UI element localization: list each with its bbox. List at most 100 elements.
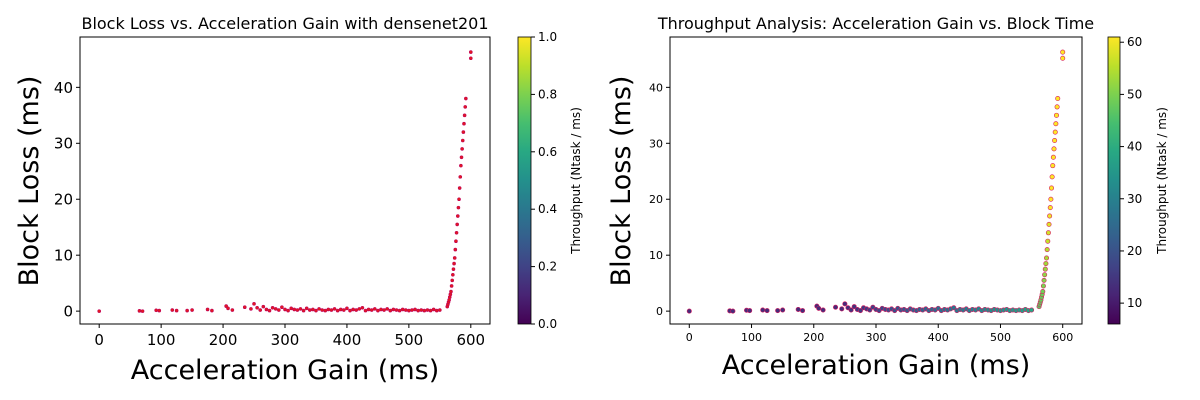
data-point (1029, 307, 1035, 313)
data-point (833, 304, 839, 310)
data-point (469, 50, 473, 54)
colorbar-tick-label: 0.4 (538, 202, 557, 216)
left-scatter-chart: Block Loss vs. Acceleration Gain with de… (14, 14, 583, 386)
data-point (348, 308, 352, 313)
right-chart-title: Throughput Analysis: Acceleration Gain v… (657, 14, 1094, 33)
data-point (304, 306, 309, 311)
right-colorbar: 10 20 30 40 50 60 Throughput (Ntask / ms) (1107, 35, 1169, 325)
data-point (820, 307, 826, 313)
data-point (462, 121, 466, 126)
data-point (419, 308, 424, 312)
data-point (800, 308, 806, 314)
data-point (397, 308, 402, 313)
data-point (283, 307, 287, 312)
data-point (459, 163, 463, 168)
colorbar-tick-label: 60 (1127, 35, 1142, 49)
data-point (1050, 163, 1056, 169)
y-tick-label: 30 (649, 137, 663, 150)
data-point (462, 113, 467, 118)
colorbar-tick-label: 40 (1127, 140, 1142, 154)
data-point (1040, 283, 1046, 289)
data-point (686, 308, 692, 314)
data-point (157, 308, 162, 313)
data-point (311, 307, 315, 312)
data-point (951, 305, 957, 311)
data-point (458, 175, 463, 179)
left-x-axis-label: Acceleration Gain (ms) (131, 355, 439, 386)
data-point (170, 308, 175, 312)
data-point (1042, 272, 1048, 278)
data-point (354, 308, 359, 312)
data-point (1050, 154, 1056, 160)
data-point (385, 307, 389, 311)
data-point (449, 284, 454, 288)
data-point (463, 105, 468, 109)
data-point (747, 308, 753, 314)
data-point (454, 231, 459, 235)
data-point (338, 307, 343, 312)
data-point (450, 278, 455, 283)
y-tick-label: 10 (649, 249, 663, 262)
left-plot-area (79, 36, 491, 325)
x-tick-label: 500 (990, 331, 1011, 344)
data-point (425, 308, 430, 312)
x-tick-label: 200 (209, 331, 238, 349)
data-point (454, 239, 458, 244)
data-point (369, 308, 374, 312)
data-point (457, 197, 461, 202)
left-y-ticks: 0 10 20 30 40 (54, 79, 80, 321)
data-point (326, 307, 331, 312)
data-point (345, 306, 349, 311)
data-point (317, 307, 321, 311)
data-point (857, 308, 863, 314)
data-point (839, 306, 845, 312)
data-point (210, 308, 214, 313)
data-point (413, 307, 417, 312)
data-point (816, 305, 822, 311)
y-tick-label: 30 (54, 135, 73, 153)
data-point (456, 205, 461, 210)
data-point (314, 308, 318, 313)
data-point (1044, 247, 1050, 253)
data-point (760, 307, 766, 313)
data-point (1043, 261, 1049, 267)
x-tick-label: 100 (741, 331, 762, 344)
data-point (464, 96, 468, 101)
data-point (1055, 96, 1061, 102)
data-point (1044, 255, 1050, 261)
colorbar-tick-label: 0.2 (538, 260, 557, 274)
left-chart-title: Block Loss vs. Acceleration Gain with de… (81, 14, 488, 33)
x-tick-label: 0 (94, 331, 104, 349)
data-point (460, 138, 465, 143)
data-point (1060, 55, 1066, 61)
data-point (410, 308, 414, 312)
data-point (301, 308, 306, 313)
x-tick-label: 0 (686, 331, 693, 344)
colorbar-label: Throughput (Ntask / ms) (569, 107, 583, 255)
data-point (242, 305, 247, 310)
data-point (351, 307, 355, 312)
data-point (780, 307, 786, 313)
colorbar-tick-label: 30 (1127, 192, 1142, 206)
data-point (277, 308, 281, 312)
right-y-axis-label: Block Loss (ms) (606, 76, 637, 287)
colorbar-tick-label: 0.8 (538, 87, 557, 101)
data-point (205, 307, 210, 312)
x-tick-label: 400 (928, 331, 949, 344)
data-point (422, 308, 427, 313)
data-point (97, 309, 101, 313)
x-tick-label: 600 (1052, 331, 1073, 344)
data-point (434, 308, 439, 313)
left-y-axis-label: Block Loss (ms) (14, 76, 45, 287)
colorbar-tick-label: 50 (1127, 87, 1142, 101)
y-tick-label: 10 (54, 247, 73, 265)
data-point (730, 308, 736, 314)
data-point (264, 307, 269, 312)
data-point (261, 304, 266, 309)
data-point (1052, 129, 1058, 135)
x-tick-label: 500 (395, 331, 424, 349)
data-point (457, 186, 462, 190)
data-point (1053, 112, 1059, 118)
data-point (360, 305, 365, 310)
